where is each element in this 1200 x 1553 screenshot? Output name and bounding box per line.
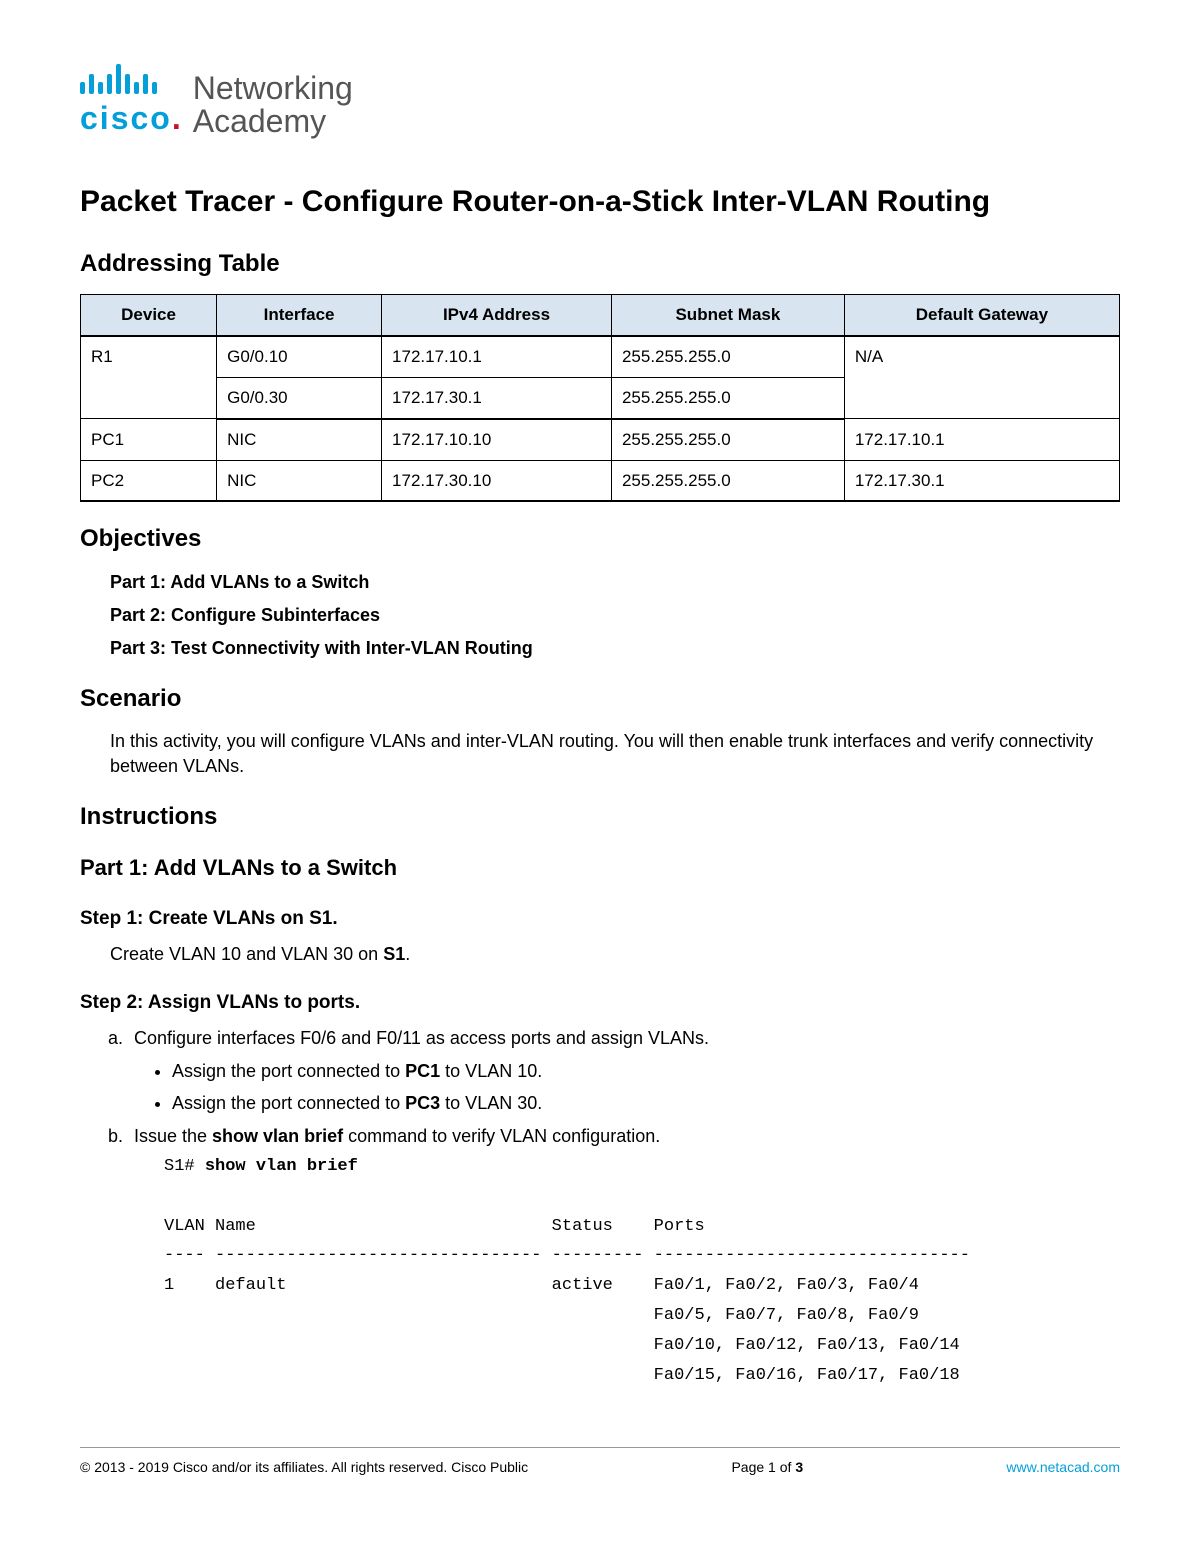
cell-mask: 255.255.255.0 xyxy=(611,419,844,460)
page-title: Packet Tracer - Configure Router-on-a-St… xyxy=(80,181,1120,223)
scenario-text: In this activity, you will configure VLA… xyxy=(80,729,1120,779)
cli-output-header: VLAN Name Status Ports xyxy=(134,1215,1120,1239)
objectives-list: Part 1: Add VLANs to a Switch Part 2: Co… xyxy=(80,570,1120,662)
step1-body: Create VLAN 10 and VLAN 30 on S1. xyxy=(80,942,1120,967)
col-gateway: Default Gateway xyxy=(844,295,1119,336)
col-mask: Subnet Mask xyxy=(611,295,844,336)
cell-interface: G0/0.30 xyxy=(217,377,382,418)
cell-device: PC2 xyxy=(81,460,217,501)
objective-item: Part 1: Add VLANs to a Switch xyxy=(110,570,1120,595)
cell-interface: NIC xyxy=(217,419,382,460)
addressing-table: Device Interface IPv4 Address Subnet Mas… xyxy=(80,294,1120,502)
objective-item: Part 3: Test Connectivity with Inter-VLA… xyxy=(110,636,1120,661)
logo-subtitle: NetworkingAcademy xyxy=(193,72,353,141)
cell-interface: G0/0.10 xyxy=(217,336,382,377)
part1-heading: Part 1: Add VLANs to a Switch xyxy=(80,853,1120,884)
bullet-pc1: Assign the port connected to PC1 to VLAN… xyxy=(172,1059,1120,1084)
step2-title: Step 2: Assign VLANs to ports. xyxy=(80,990,1120,1017)
cli-output-row: Fa0/10, Fa0/12, Fa0/13, Fa0/14 xyxy=(134,1334,1120,1358)
step2-a: Configure interfaces F0/6 and F0/11 as a… xyxy=(128,1026,1120,1116)
cli-output-row: Fa0/5, Fa0/7, Fa0/8, Fa0/9 xyxy=(134,1304,1120,1328)
footer-copyright: © 2013 - 2019 Cisco and/or its affiliate… xyxy=(80,1458,528,1478)
addressing-table-head: Device Interface IPv4 Address Subnet Mas… xyxy=(81,295,1120,336)
cell-gateway: 172.17.30.1 xyxy=(844,460,1119,501)
col-ipv4: IPv4 Address xyxy=(382,295,612,336)
cell-interface: NIC xyxy=(217,460,382,501)
cell-ipv4: 172.17.10.1 xyxy=(382,336,612,377)
cisco-wordmark: cisco. xyxy=(80,96,183,141)
cell-mask: 255.255.255.0 xyxy=(611,377,844,418)
cli-output-divider: ---- -------------------------------- --… xyxy=(134,1244,1120,1268)
cell-ipv4: 172.17.10.10 xyxy=(382,419,612,460)
cell-gateway: N/A xyxy=(844,336,1119,419)
step2-list: Configure interfaces F0/6 and F0/11 as a… xyxy=(80,1026,1120,1387)
table-row: PC1NIC172.17.10.10255.255.255.0172.17.10… xyxy=(81,419,1120,460)
cisco-logo: cisco. NetworkingAcademy xyxy=(80,60,1120,141)
table-row: R1G0/0.10172.17.10.1255.255.255.0N/A xyxy=(81,336,1120,377)
scenario-heading: Scenario xyxy=(80,682,1120,716)
cell-ipv4: 172.17.30.10 xyxy=(382,460,612,501)
col-device: Device xyxy=(81,295,217,336)
cli-command: S1# show vlan brief xyxy=(134,1155,1120,1179)
bullet-pc3: Assign the port connected to PC3 to VLAN… xyxy=(172,1091,1120,1116)
col-interface: Interface xyxy=(217,295,382,336)
cli-output-row: Fa0/15, Fa0/16, Fa0/17, Fa0/18 xyxy=(134,1364,1120,1388)
cell-device: R1 xyxy=(81,336,217,419)
cell-mask: 255.255.255.0 xyxy=(611,460,844,501)
footer-link[interactable]: www.netacad.com xyxy=(1006,1458,1120,1478)
cell-gateway: 172.17.10.1 xyxy=(844,419,1119,460)
page-footer: © 2013 - 2019 Cisco and/or its affiliate… xyxy=(80,1447,1120,1478)
step2-a-bullets: Assign the port connected to PC1 to VLAN… xyxy=(134,1059,1120,1115)
objective-item: Part 2: Configure Subinterfaces xyxy=(110,603,1120,628)
objectives-heading: Objectives xyxy=(80,522,1120,556)
instructions-heading: Instructions xyxy=(80,800,1120,834)
cisco-bars-icon xyxy=(80,60,157,94)
cell-mask: 255.255.255.0 xyxy=(611,336,844,377)
logo-mark: cisco. xyxy=(80,60,183,141)
cli-output xyxy=(134,1185,1120,1209)
cli-output-row: 1 default active Fa0/1, Fa0/2, Fa0/3, Fa… xyxy=(134,1274,1120,1298)
addressing-heading: Addressing Table xyxy=(80,247,1120,281)
cell-ipv4: 172.17.30.1 xyxy=(382,377,612,418)
table-row: PC2NIC172.17.30.10255.255.255.0172.17.30… xyxy=(81,460,1120,501)
cell-device: PC1 xyxy=(81,419,217,460)
step2-b: Issue the show vlan brief command to ver… xyxy=(128,1124,1120,1388)
step1-title: Step 1: Create VLANs on S1. xyxy=(80,906,1120,933)
footer-page: Page 1 of 3 xyxy=(731,1458,803,1478)
addressing-table-body: R1G0/0.10172.17.10.1255.255.255.0N/AG0/0… xyxy=(81,336,1120,501)
